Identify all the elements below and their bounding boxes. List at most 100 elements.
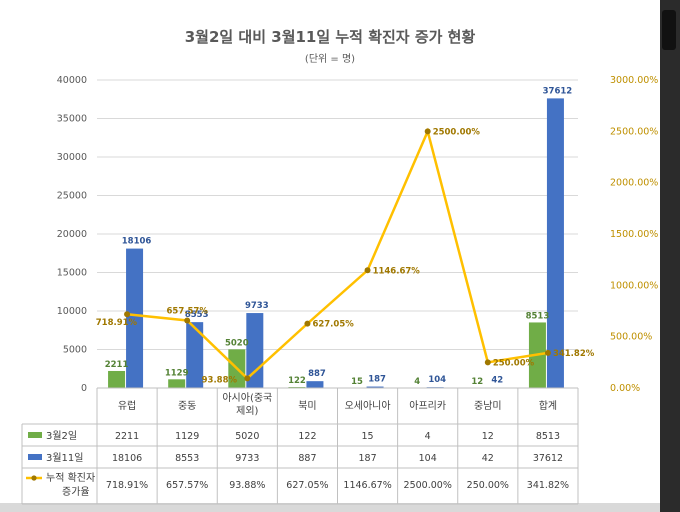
table-cell-growth: 341.82% bbox=[527, 480, 569, 491]
data-label-march2: 8513 bbox=[526, 311, 550, 321]
table-cell-march11: 104 bbox=[419, 453, 437, 464]
chart-subtitle: (단위 = 명) bbox=[305, 52, 355, 65]
legend-marker-growth bbox=[31, 475, 37, 481]
data-label-growth: 93.88% bbox=[202, 375, 238, 385]
legend-label-march11: 3월11일 bbox=[46, 452, 84, 464]
data-label-march11: 887 bbox=[308, 369, 326, 379]
window-edge-bottom bbox=[0, 503, 660, 512]
growth-rate-marker bbox=[184, 317, 191, 324]
data-label-march11: 9733 bbox=[245, 301, 269, 311]
data-label-growth: 250.00% bbox=[493, 358, 535, 368]
y-tick-label: 30000 bbox=[57, 152, 87, 163]
growth-rate-marker bbox=[544, 349, 551, 356]
y2-tick-label: 1500.00% bbox=[610, 229, 658, 240]
legend-swatch-march2 bbox=[28, 432, 42, 438]
growth-rate-marker bbox=[484, 359, 491, 366]
category-label: 합계 bbox=[539, 400, 557, 412]
table-cell-march2: 15 bbox=[362, 431, 374, 442]
y2-tick-label: 1000.00% bbox=[610, 280, 658, 291]
table-cell-growth: 93.88% bbox=[229, 480, 265, 491]
table-cell-march2: 5020 bbox=[235, 431, 259, 442]
data-label-march2: 12 bbox=[471, 377, 483, 387]
y-tick-label: 20000 bbox=[57, 229, 87, 240]
data-label-growth: 657.57% bbox=[167, 306, 209, 316]
y-tick-label: 35000 bbox=[57, 114, 87, 125]
data-label-march2: 4 bbox=[414, 377, 420, 387]
table-cell-march11: 9733 bbox=[235, 453, 259, 464]
growth-rate-line bbox=[126, 127, 549, 381]
legend-label-growth: 증가율 bbox=[62, 486, 90, 498]
table-cell-march2: 4 bbox=[425, 431, 431, 442]
y-tick-label: 5000 bbox=[63, 345, 87, 356]
table-cell-growth: 657.57% bbox=[166, 480, 208, 491]
category-label: 중동 bbox=[178, 400, 196, 412]
data-label-march2: 122 bbox=[288, 376, 306, 386]
category-label: 아시아(중국 bbox=[222, 392, 272, 404]
y2-tick-label: 500.00% bbox=[610, 332, 652, 343]
data-label-growth: 341.82% bbox=[553, 349, 595, 359]
category-label: 제외) bbox=[236, 405, 258, 417]
bar-march11 bbox=[366, 386, 384, 388]
table-cell-growth: 1146.67% bbox=[343, 480, 391, 491]
y-tick-label: 40000 bbox=[57, 75, 87, 86]
data-label-growth: 1146.67% bbox=[373, 266, 421, 276]
table-cell-march2: 8513 bbox=[536, 431, 560, 442]
data-label-march11: 104 bbox=[428, 375, 446, 385]
y-axis-left: 0 5000 10000 15000 20000 25000 30000 35000 40000 bbox=[57, 75, 87, 394]
table-cell-march2: 2211 bbox=[115, 431, 139, 442]
bar-march11 bbox=[306, 381, 324, 388]
y-axis-right: 0.00% 500.00% 1000.00% 1500.00% 2000.00% 2500… bbox=[610, 75, 658, 394]
category-label: 오세아니아 bbox=[345, 400, 391, 412]
category-label: 중남미 bbox=[474, 400, 502, 412]
table-cell-march11: 187 bbox=[358, 453, 376, 464]
bar-march11 bbox=[126, 248, 144, 388]
bar-march11 bbox=[186, 322, 204, 388]
window-edge-right bbox=[660, 0, 680, 512]
table-cell-growth: 250.00% bbox=[467, 480, 509, 491]
growth-rate-marker bbox=[364, 267, 371, 274]
data-label-march2: 5020 bbox=[225, 338, 249, 348]
y-tick-label: 10000 bbox=[57, 306, 87, 317]
legend-label-growth: 누적 확진자 bbox=[46, 472, 95, 484]
y2-tick-label: 3000.00% bbox=[610, 75, 658, 86]
data-label-march11: 42 bbox=[491, 376, 503, 386]
table-cell-march2: 122 bbox=[298, 431, 316, 442]
y2-tick-label: 2000.00% bbox=[610, 178, 658, 189]
growth-rate-marker bbox=[304, 320, 311, 327]
data-label-march2: 2211 bbox=[105, 360, 129, 370]
data-label-march2: 15 bbox=[351, 377, 363, 387]
table-cell-march11: 37612 bbox=[533, 453, 563, 464]
data-label-march11: 37612 bbox=[543, 86, 573, 96]
category-label: 유럽 bbox=[118, 400, 136, 412]
chart-title: 3월2일 대비 3월11일 누적 확진자 증가 현황 bbox=[185, 28, 476, 46]
data-label-march11: 8553 bbox=[185, 310, 209, 320]
y2-tick-label: 0.00% bbox=[610, 383, 640, 394]
growth-rate-marker bbox=[244, 375, 251, 382]
table-cell-march2: 12 bbox=[482, 431, 494, 442]
data-label-march11: 18106 bbox=[122, 237, 152, 247]
legend-label-march2: 3월2일 bbox=[46, 430, 77, 442]
data-label-growth: 718.91% bbox=[96, 318, 138, 328]
bar-march11 bbox=[546, 98, 564, 388]
data-label-march11: 187 bbox=[368, 375, 386, 385]
table-cell-march11: 18106 bbox=[112, 453, 142, 464]
table-cell-march11: 42 bbox=[482, 453, 494, 464]
category-label: 북미 bbox=[298, 400, 316, 412]
growth-rate-marker bbox=[424, 128, 431, 135]
data-label-march2: 1129 bbox=[165, 368, 189, 378]
legend-swatch-march11 bbox=[28, 454, 42, 460]
table-cell-growth: 2500.00% bbox=[404, 480, 452, 491]
y-tick-label: 25000 bbox=[57, 191, 87, 202]
y2-tick-label: 2500.00% bbox=[610, 126, 658, 137]
category-label: 아프리카 bbox=[409, 400, 446, 412]
bar-march2 bbox=[108, 370, 126, 388]
data-label-growth: 627.05% bbox=[312, 320, 354, 330]
line-series: 718.91% 657.57% 93.88% 627.05% 1146.67% 2500.… bbox=[96, 127, 595, 385]
y-tick-label: 0 bbox=[81, 383, 87, 394]
y-tick-label: 15000 bbox=[57, 268, 87, 279]
table-cell-march11: 887 bbox=[298, 453, 316, 464]
